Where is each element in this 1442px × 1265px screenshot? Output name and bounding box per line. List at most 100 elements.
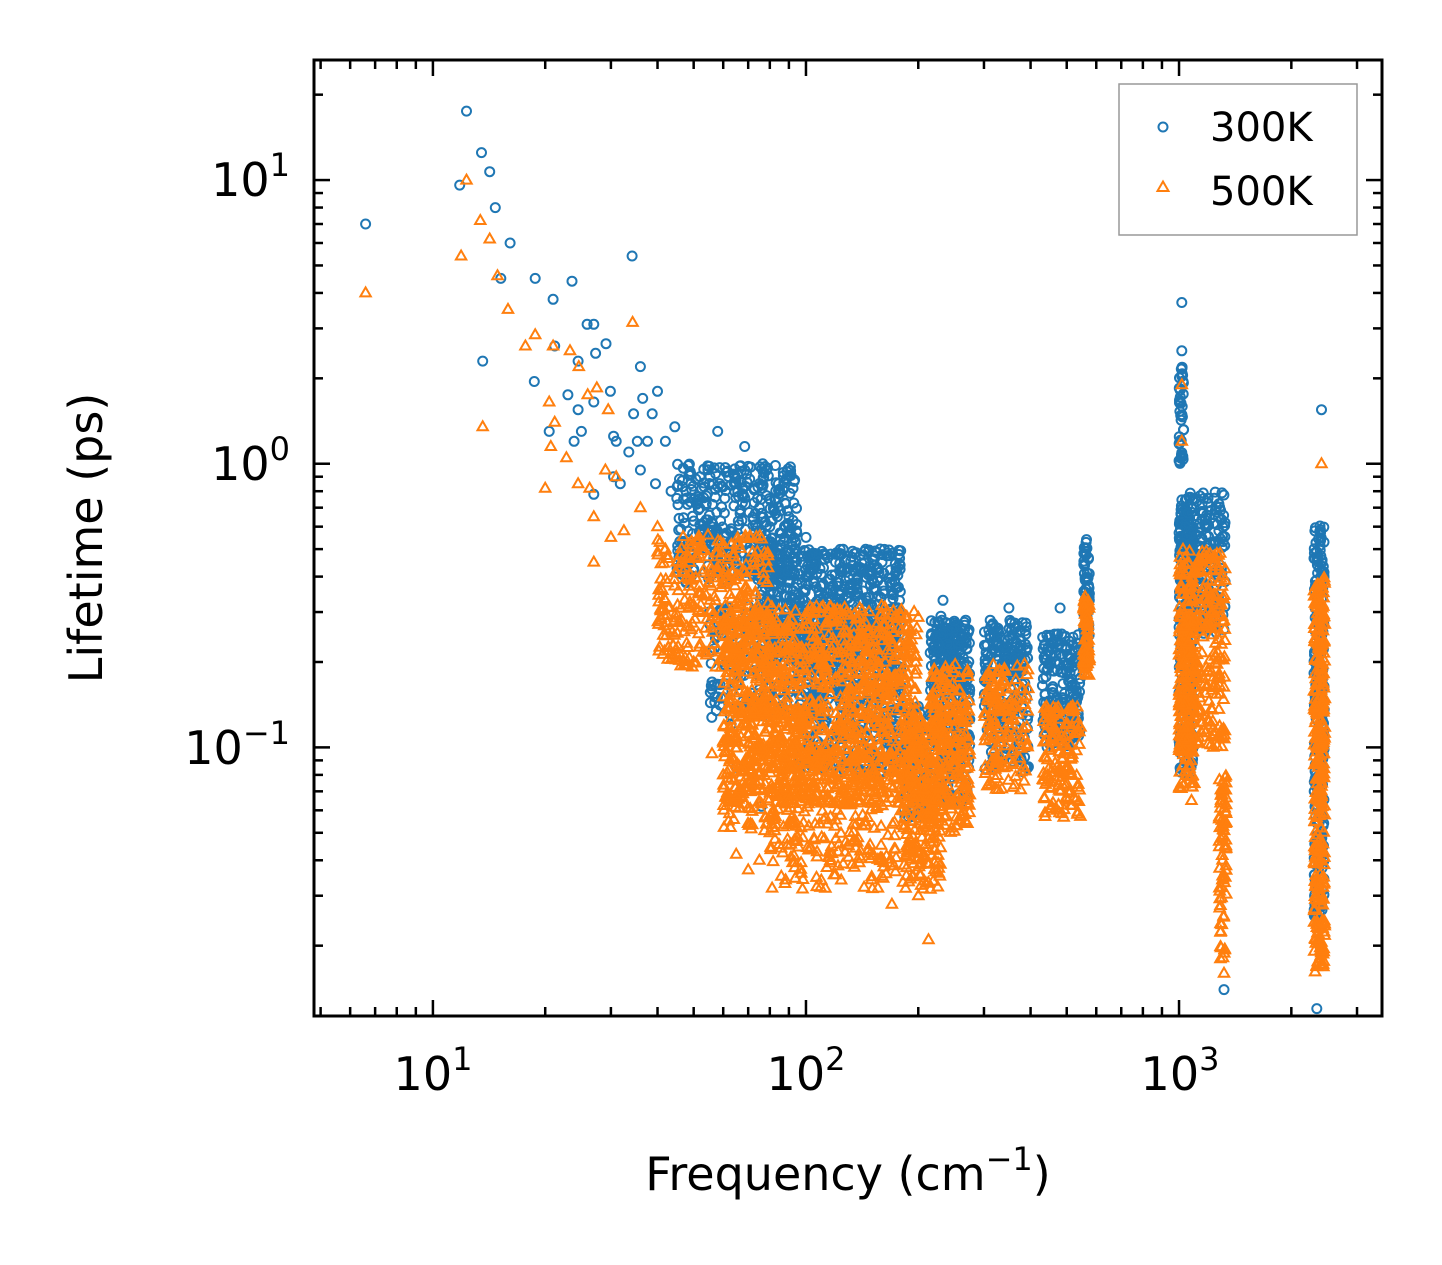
data-point-300k (729, 486, 741, 498)
data-point-300k (785, 529, 797, 541)
data-point-300k (682, 460, 694, 471)
data-point-300k (529, 272, 541, 284)
data-point-300k (756, 507, 767, 519)
data-point-300k (1218, 984, 1230, 996)
data-point-300k (1176, 297, 1188, 308)
data-point-300k (857, 585, 869, 597)
data-point-300k (504, 237, 516, 249)
data-point-300k (693, 491, 705, 503)
data-point-300k (894, 552, 906, 564)
data-point-300k (756, 482, 768, 494)
data-point-300k (863, 591, 874, 603)
data-point-300k (547, 293, 559, 305)
data-point-300k (845, 555, 857, 567)
data-point-300k (845, 581, 856, 593)
data-point-300k (806, 556, 818, 568)
data-point-300k (735, 465, 747, 477)
data-point-300k (833, 577, 845, 589)
data-point-300k (712, 425, 724, 437)
data-point-300k (818, 548, 830, 560)
data-point-300k (836, 548, 848, 560)
data-point-300k (709, 696, 721, 708)
data-point-300k (769, 493, 781, 505)
data-point-300k (937, 594, 949, 606)
data-point-300k (890, 567, 901, 579)
data-point-300k (687, 510, 698, 522)
data-point-300k (477, 355, 489, 367)
data-point-300k (762, 462, 774, 474)
data-point-300k (887, 593, 899, 605)
data-point-300k (702, 464, 714, 476)
data-point-300k (806, 562, 818, 574)
data-point-300k (708, 462, 720, 474)
data-point-300k (732, 515, 744, 527)
data-point-300k (634, 464, 646, 476)
data-point-300k (1054, 602, 1066, 614)
data-point-300k (710, 525, 722, 537)
data-point-300k (779, 590, 791, 602)
data-point-300k (671, 492, 683, 504)
data-point-300k (1178, 424, 1189, 436)
data-point-300k (876, 549, 888, 561)
data-point-300k (878, 543, 890, 555)
data-point-300k (784, 461, 796, 473)
data-point-300k (881, 550, 893, 562)
data-point-300k (788, 497, 800, 509)
data-point-300k (796, 577, 808, 589)
data-point-300k (743, 507, 755, 518)
data-point-300k (572, 404, 584, 416)
data-point-300k (863, 544, 875, 556)
data-point-300k (824, 573, 836, 585)
data-point-300k (781, 547, 793, 559)
data-point-300k (626, 250, 638, 262)
data-point-300k (562, 389, 574, 401)
data-point-300k (721, 465, 733, 477)
data-point-300k (694, 519, 706, 530)
data-point-300k (484, 166, 496, 178)
data-point-300k (791, 556, 803, 567)
data-point-300k (669, 421, 681, 433)
data-point-300k (775, 505, 786, 517)
data-point-300k (804, 549, 816, 560)
data-point-500k (665, 637, 680, 650)
data-point-300k (850, 547, 862, 559)
data-point-300k (784, 577, 796, 589)
data-point-300k (872, 575, 884, 587)
data-point-300k (650, 478, 661, 490)
data-point-300k (715, 515, 727, 527)
data-point-300k (895, 545, 907, 557)
data-point-300k (784, 487, 796, 499)
data-point-300k (489, 202, 501, 214)
data-point-300k (628, 408, 640, 420)
data-point-300k (724, 525, 736, 537)
data-point-300k (770, 477, 782, 489)
data-point-300k (719, 492, 731, 504)
data-point-300k (685, 496, 696, 508)
data-point-300k (737, 491, 749, 503)
data-point-300k (604, 385, 616, 397)
data-point-300k (575, 425, 587, 437)
data-point-300k (665, 485, 677, 497)
data-point-300k (543, 425, 555, 437)
data-point-300k (600, 338, 612, 350)
data-point-300k (707, 498, 718, 510)
data-point-300k (672, 458, 684, 470)
data-point-300k (862, 569, 874, 581)
data-point-300k (1311, 1003, 1323, 1015)
data-point-300k (777, 470, 789, 482)
data-point-300k (646, 408, 658, 420)
data-point-300k (739, 441, 751, 452)
data-point-300k (768, 505, 780, 517)
data-point-300k (652, 385, 663, 397)
data-point-300k (360, 218, 372, 230)
data-point-300k (783, 518, 795, 530)
data-point-300k (566, 275, 578, 287)
data-point-300k (808, 575, 820, 587)
data-point-300k (1316, 404, 1327, 416)
data-point-300k (631, 435, 643, 447)
data-point-300k (789, 567, 800, 578)
data-point-300k (1003, 602, 1015, 614)
data-point-300k (623, 446, 635, 458)
data-point-300k (782, 565, 794, 577)
data-point-500k (907, 604, 922, 617)
